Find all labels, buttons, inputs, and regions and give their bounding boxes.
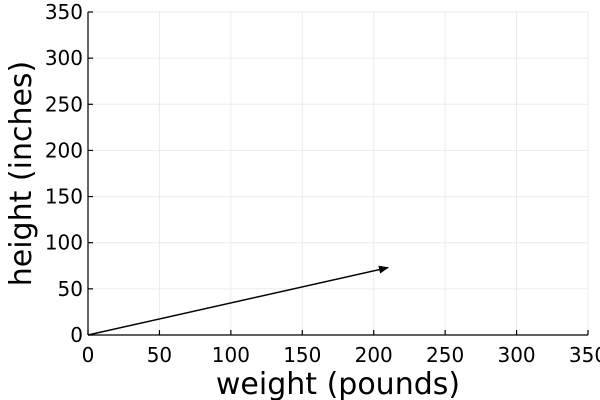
x-tick-label: 300 — [497, 343, 535, 367]
series — [87, 265, 389, 336]
y-tick-label: 0 — [70, 323, 83, 347]
y-tick-label: 300 — [45, 46, 83, 70]
x-tick-label: 100 — [212, 343, 250, 367]
x-tick-label: 0 — [82, 343, 95, 367]
grid — [88, 11, 589, 335]
y-tick-label: 150 — [45, 185, 83, 209]
y-tick-label: 200 — [45, 138, 83, 162]
x-tick-label: 50 — [147, 343, 172, 367]
vector-arrow — [87, 265, 389, 336]
x-tick-label: 350 — [569, 343, 600, 367]
y-tick-label: 350 — [45, 0, 83, 24]
y-tick-label: 250 — [45, 92, 83, 116]
y-axis-title: height (inches) — [4, 61, 39, 287]
labels: weight (pounds) height (inches) 0 50 100 15… — [4, 0, 600, 400]
y-tick-label: 100 — [45, 231, 83, 255]
x-tick-label: 250 — [426, 343, 464, 367]
axes — [87, 11, 589, 336]
y-tick-label: 50 — [58, 277, 83, 301]
x-axis-title: weight (pounds) — [216, 367, 460, 400]
x-tick-label: 150 — [283, 343, 321, 367]
x-tick-label: 200 — [355, 343, 393, 367]
